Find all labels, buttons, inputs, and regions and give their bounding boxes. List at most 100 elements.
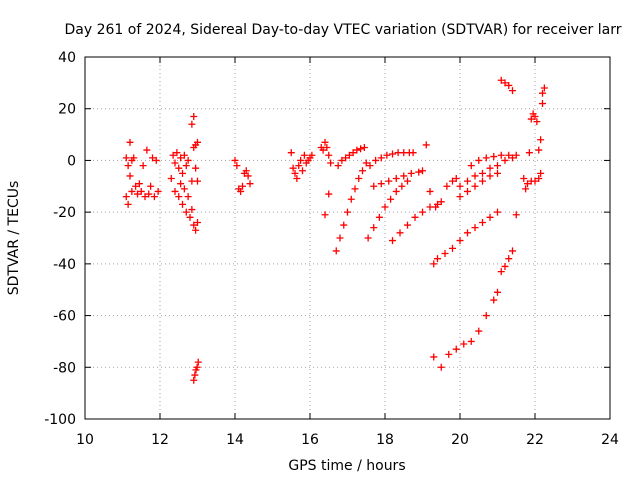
series-arc_g xyxy=(422,141,460,211)
data-point xyxy=(419,208,426,216)
data-point xyxy=(456,182,464,190)
data-point xyxy=(135,180,143,188)
data-point xyxy=(505,255,513,263)
data-point xyxy=(520,175,528,183)
series-arc_l xyxy=(430,288,501,371)
data-point xyxy=(191,371,199,379)
data-point xyxy=(445,350,453,358)
data-point xyxy=(124,162,132,170)
data-point xyxy=(475,327,483,335)
data-point xyxy=(130,154,138,162)
data-point xyxy=(293,175,301,183)
data-point xyxy=(300,151,308,159)
x-tick-label: 20 xyxy=(451,432,469,448)
data-point xyxy=(490,153,498,161)
y-tick-label: -80 xyxy=(53,360,76,376)
data-point xyxy=(370,224,378,232)
data-point xyxy=(319,146,327,154)
data-point xyxy=(299,167,306,175)
x-tick-label: 16 xyxy=(301,432,319,448)
data-point xyxy=(415,168,423,176)
data-point xyxy=(351,185,359,193)
data-point xyxy=(437,363,445,371)
data-point xyxy=(456,193,464,201)
data-point xyxy=(471,172,479,180)
data-point xyxy=(486,164,494,172)
x-tick-label: 22 xyxy=(526,432,544,448)
data-point xyxy=(370,182,378,190)
data-point xyxy=(128,187,136,195)
data-point xyxy=(522,185,530,193)
data-point xyxy=(342,154,350,162)
data-point xyxy=(139,162,147,170)
y-tick-label: -20 xyxy=(53,205,76,221)
data-point xyxy=(192,226,200,234)
data-point xyxy=(501,156,509,164)
y-tick-label: -40 xyxy=(53,257,76,273)
data-point xyxy=(400,172,408,180)
data-point xyxy=(291,169,299,177)
data-point xyxy=(383,151,391,159)
series-cluster_11 xyxy=(122,138,162,208)
data-point xyxy=(540,84,548,92)
data-point xyxy=(177,154,185,162)
data-point xyxy=(375,213,383,221)
data-point xyxy=(192,164,200,172)
data-point xyxy=(182,162,190,170)
series-arc_i xyxy=(456,169,501,201)
data-point xyxy=(525,149,533,157)
data-point xyxy=(509,154,516,162)
data-point xyxy=(321,211,329,219)
data-point xyxy=(193,363,201,371)
data-point xyxy=(505,81,513,89)
series-cluster_15_6 xyxy=(287,149,316,183)
series-cluster_16_4 xyxy=(317,138,335,219)
data-point xyxy=(150,193,158,201)
series-cluster_21_top xyxy=(497,76,516,95)
data-point xyxy=(527,115,535,123)
data-point xyxy=(407,169,415,177)
data-point xyxy=(389,237,396,245)
data-point xyxy=(443,182,451,190)
data-point xyxy=(338,156,346,164)
data-point xyxy=(467,162,475,170)
y-tick-label: 20 xyxy=(58,102,76,118)
data-point xyxy=(188,120,196,128)
data-point xyxy=(194,138,201,146)
data-point xyxy=(360,144,368,151)
data-point xyxy=(126,138,134,146)
data-point xyxy=(509,247,516,255)
data-point xyxy=(167,175,175,183)
data-point xyxy=(452,175,460,183)
data-point xyxy=(392,175,400,183)
data-point xyxy=(460,340,468,348)
data-point xyxy=(149,154,156,162)
data-point xyxy=(190,376,198,384)
y-axis-label: SDTVAR / TECUs xyxy=(6,181,22,296)
data-point xyxy=(377,154,385,162)
data-point xyxy=(437,198,445,206)
data-point xyxy=(175,164,183,172)
data-points xyxy=(122,76,548,384)
data-point xyxy=(359,167,366,175)
data-point xyxy=(486,213,494,221)
data-point xyxy=(497,76,505,84)
data-point xyxy=(490,296,498,304)
data-point xyxy=(434,255,441,263)
y-tick-label: 0 xyxy=(67,153,76,169)
data-point xyxy=(143,146,151,154)
data-point xyxy=(467,337,475,345)
series-cluster_14 xyxy=(231,156,254,195)
series-arc_e xyxy=(370,167,426,190)
data-point xyxy=(512,151,520,159)
data-point xyxy=(194,218,201,226)
data-point xyxy=(233,162,241,170)
series-arc_j xyxy=(456,154,516,190)
data-point xyxy=(482,312,490,320)
data-point xyxy=(132,182,140,190)
data-point xyxy=(430,353,438,361)
data-point xyxy=(332,247,340,255)
series-arc_c xyxy=(366,149,417,170)
data-point xyxy=(345,151,353,159)
